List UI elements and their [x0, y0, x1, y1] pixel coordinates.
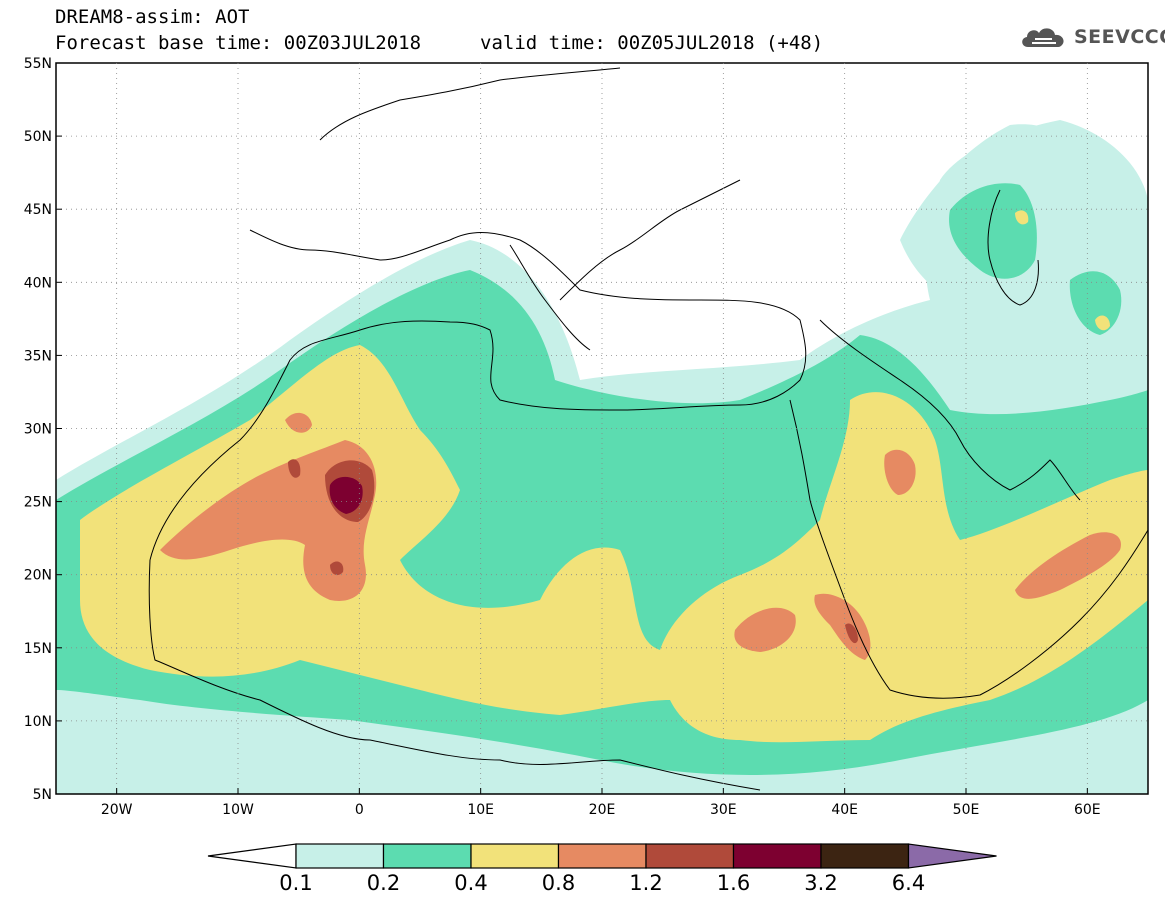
lon-tick-label: 20W	[101, 802, 133, 818]
colorbar-labels: 0.1 0.2 0.4 0.8 1.2 1.6 3.2 6.4	[279, 871, 925, 895]
lat-tick-label: 35N	[24, 348, 52, 364]
aot-band-0.8-eritrea	[814, 593, 871, 660]
aot-band-0.8-sahara	[160, 440, 377, 601]
lat-tick-label: 10N	[24, 714, 52, 730]
lon-tick-label: 10E	[467, 802, 494, 818]
colorbar-box	[732, 843, 822, 869]
colorbar-label: 1.6	[717, 871, 750, 895]
colorbar-boxes	[207, 843, 997, 869]
forecast-base-time: Forecast base time: 00Z03JUL2018	[55, 32, 422, 54]
graticule	[56, 63, 1148, 794]
lon-tick-label: 10W	[222, 802, 254, 818]
colorbar-label: 6.4	[892, 871, 925, 895]
coastlines	[148, 67, 1148, 791]
aot-band-0.8-morocco	[285, 412, 312, 433]
colorbar-box	[645, 843, 735, 869]
colorbar-box	[820, 843, 910, 869]
colorbar-box	[295, 843, 385, 869]
aot-band-0.8-arabia	[884, 449, 916, 495]
seevccc-logo: SEEVCCC	[1018, 22, 1165, 52]
aot-band-0.8-sudan	[734, 607, 796, 652]
colorbar-label: 1.2	[629, 871, 662, 895]
aot-caspian-0.2	[949, 183, 1037, 279]
colorbar-over-arrow	[907, 843, 997, 869]
lat-tick-label: 25N	[24, 495, 52, 511]
lon-tick-label: 60E	[1074, 802, 1101, 818]
colorbar-box	[382, 843, 472, 869]
lat-tick-label: 20N	[24, 568, 52, 584]
colorbar-box	[557, 843, 647, 869]
lon-tick-label: 50E	[953, 802, 980, 818]
lat-tick-label: 40N	[24, 275, 52, 291]
colorbar-label: 0.8	[542, 871, 575, 895]
lon-tick-label: 30E	[710, 802, 737, 818]
lat-tick-label: 5N	[33, 787, 52, 803]
colorbar-label: 0.4	[454, 871, 487, 895]
aot-band-0.8-caspian	[1015, 210, 1029, 225]
colorbar-label: 3.2	[804, 871, 837, 895]
aot-map: 20W 10W 0 10E 20E 30E 40E 50E 60E 5N 10N 15N 20N 25N…	[24, 56, 1149, 818]
lat-tick-label: 30N	[24, 422, 52, 438]
lat-tick-label: 50N	[24, 129, 52, 145]
lon-tick-label: 0	[355, 802, 364, 818]
logo-text: SEEVCCC	[1074, 26, 1165, 48]
colorbar-under-arrow	[207, 843, 297, 869]
aot-band-1.2-morocco	[288, 459, 301, 478]
lat-tick-label: 15N	[24, 641, 52, 657]
aot-band-0.8-oman	[1015, 532, 1121, 599]
lat-tick-label: 45N	[24, 202, 52, 218]
lon-tick-label: 20E	[589, 802, 616, 818]
valid-time: valid time: 00Z05JUL2018 (+48)	[480, 32, 824, 54]
aot-band-1.2-mali	[330, 561, 344, 576]
aot-band-0.8-kazakh	[1095, 315, 1110, 331]
aot-band-1.2-eritrea	[845, 623, 858, 644]
aot-band-1.6-core	[329, 476, 363, 514]
lon-tick-label: 40E	[831, 802, 858, 818]
cloud-icon	[1022, 28, 1064, 47]
colorbar-box	[470, 843, 560, 869]
aot-field	[56, 120, 1148, 794]
longitude-ticks: 20W 10W 0 10E 20E 30E 40E 50E 60E	[101, 788, 1101, 818]
colorbar-label: 0.1	[279, 871, 312, 895]
map-title: DREAM8-assim: AOT	[55, 6, 250, 28]
aot-kazakh-0.2	[1069, 271, 1122, 335]
colorbar-label: 0.2	[367, 871, 400, 895]
latitude-ticks: 5N 10N 15N 20N 25N 30N 35N 40N 45N 50N 55N	[24, 56, 62, 803]
lat-tick-label: 55N	[24, 56, 52, 72]
